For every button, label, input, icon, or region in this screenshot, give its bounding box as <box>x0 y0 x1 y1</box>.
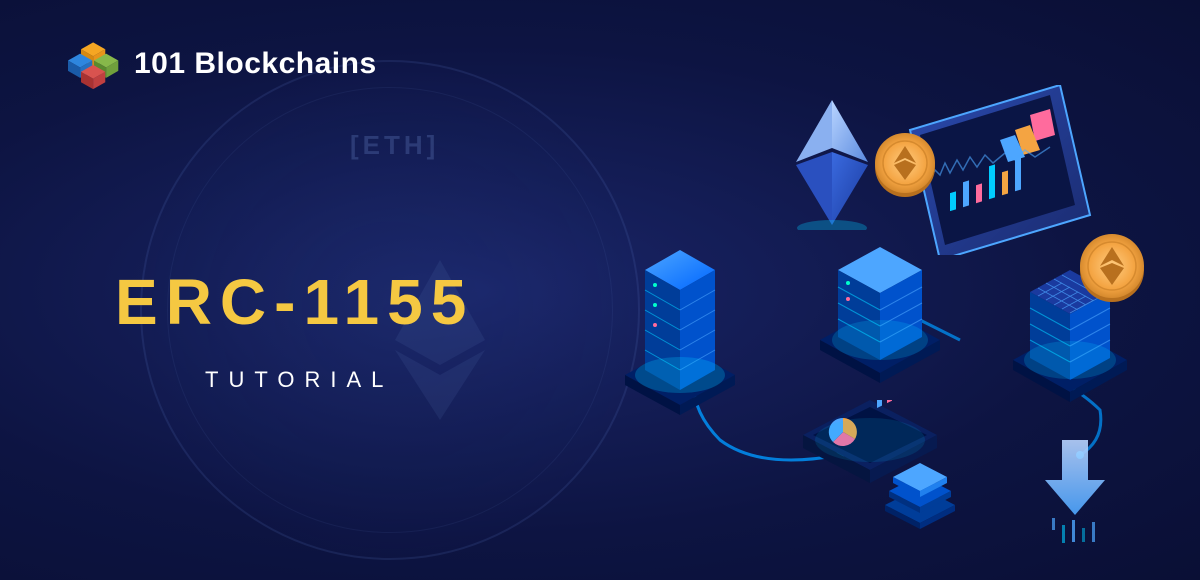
isometric-illustration <box>560 60 1180 560</box>
title-container: ERC-1155 TUTORIAL <box>115 265 474 393</box>
download-arrow-icon <box>1040 440 1110 550</box>
ethereum-coin-right-icon <box>1075 230 1150 305</box>
logo-cubes-icon <box>68 38 120 90</box>
main-title: ERC-1155 <box>115 265 474 339</box>
subtitle: TUTORIAL <box>205 367 474 393</box>
background-eth-label: [ETH] <box>350 130 439 161</box>
logo-container: 101 Blockchains <box>68 38 377 90</box>
logo-text: 101 Blockchains <box>134 47 377 81</box>
layered-platforms-icon <box>875 455 965 540</box>
server-tower-left-icon <box>615 220 745 420</box>
ethereum-coin-top-icon <box>870 130 940 200</box>
ethereum-octahedron-icon <box>790 100 875 230</box>
server-tower-middle-icon <box>810 225 950 385</box>
